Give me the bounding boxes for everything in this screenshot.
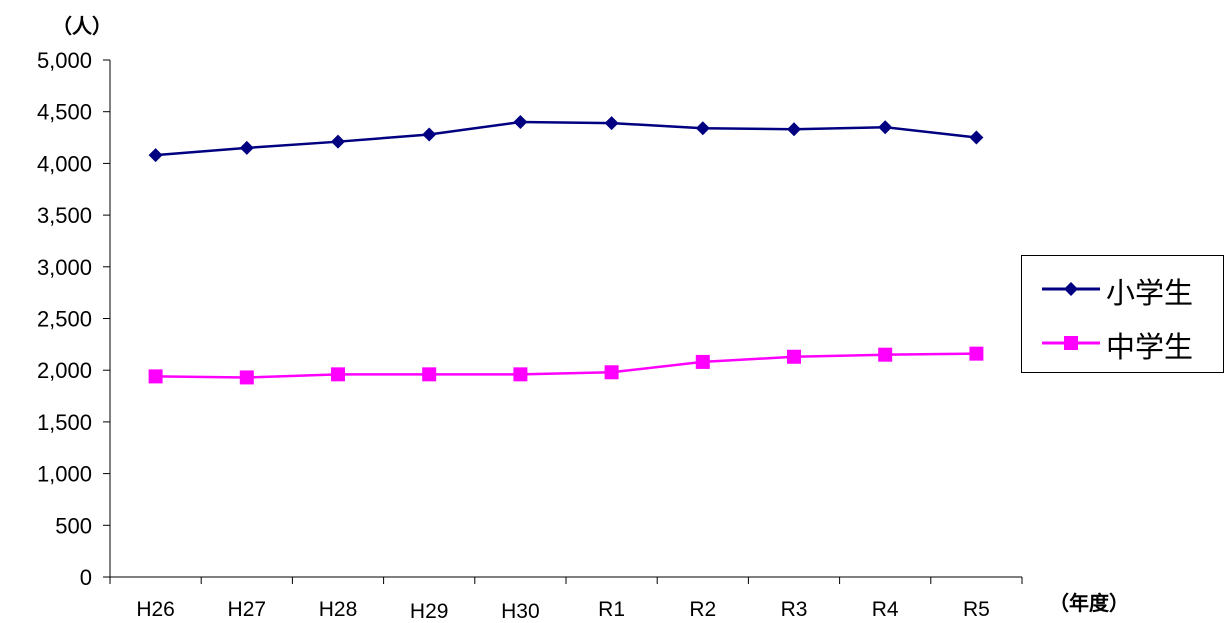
series-1 bbox=[148, 115, 984, 163]
y-tick-label: 3,500 bbox=[37, 203, 92, 228]
data-point bbox=[878, 347, 893, 362]
x-tick-label: H26 bbox=[136, 598, 175, 621]
data-point bbox=[787, 349, 801, 364]
legend-label-series-2: 中学生 bbox=[1106, 330, 1194, 364]
y-tick-label: 1,000 bbox=[37, 462, 92, 487]
data-point bbox=[422, 367, 437, 382]
x-axis-unit-label: （年度） bbox=[1049, 591, 1129, 615]
y-tick-label: 4,500 bbox=[37, 100, 92, 125]
data-point bbox=[787, 122, 801, 137]
data-point bbox=[513, 115, 528, 130]
legend-item-series-1: 小学生 bbox=[1022, 268, 1222, 310]
data-point bbox=[331, 134, 345, 149]
y-tick-label: 3,000 bbox=[37, 255, 92, 280]
x-tick-label: H30 bbox=[501, 600, 540, 623]
data-point bbox=[239, 370, 254, 385]
legend-diamond-marker bbox=[1042, 282, 1100, 296]
legend: 小学生 中学生 bbox=[1021, 255, 1224, 373]
x-tick-label: H28 bbox=[319, 598, 358, 621]
legend-item-series-2: 中学生 bbox=[1022, 322, 1222, 364]
x-tick-label: R5 bbox=[963, 598, 990, 621]
data-point bbox=[604, 116, 619, 131]
x-tick-label: R1 bbox=[598, 598, 625, 621]
x-tick-label: H29 bbox=[410, 600, 449, 623]
x-tick-label: R4 bbox=[872, 598, 899, 621]
legend-square-marker bbox=[1042, 336, 1100, 350]
data-point bbox=[695, 354, 710, 369]
y-tick-label: 0 bbox=[80, 565, 92, 590]
x-axis-ticks: H26 H27 H28 H29 H30 R1 R2 R3 R4 R5 bbox=[109, 577, 1023, 623]
y-tick-label: 5,000 bbox=[37, 48, 92, 73]
y-tick-label: 4,000 bbox=[37, 151, 92, 176]
x-tick-label: R2 bbox=[689, 598, 716, 621]
y-tick-label: 500 bbox=[55, 513, 92, 538]
y-axis-unit-label: （人） bbox=[52, 14, 112, 38]
series-line bbox=[155, 120, 977, 157]
y-tick-label: 1,500 bbox=[37, 410, 92, 435]
data-point bbox=[969, 130, 984, 145]
data-point bbox=[422, 127, 437, 142]
series-2 bbox=[148, 346, 984, 385]
data-point bbox=[604, 365, 619, 380]
legend-label-series-1: 小学生 bbox=[1106, 276, 1194, 310]
axes bbox=[109, 60, 1022, 578]
data-point bbox=[148, 369, 163, 384]
data-point bbox=[969, 346, 984, 361]
x-tick-label: H27 bbox=[228, 598, 267, 621]
y-tick-label: 2,000 bbox=[37, 358, 92, 383]
data-point bbox=[695, 121, 710, 136]
x-tick-label: R3 bbox=[781, 598, 808, 621]
y-axis-ticks: 0 500 1,000 1,500 2,000 2,500 3,000 3,500 4,000 4… bbox=[37, 48, 110, 590]
y-tick-label: 2,500 bbox=[37, 307, 92, 332]
data-point bbox=[331, 367, 345, 382]
data-point bbox=[239, 140, 254, 155]
series-layer bbox=[148, 115, 984, 385]
data-point bbox=[513, 367, 528, 382]
data-point bbox=[878, 120, 893, 135]
series-line bbox=[155, 352, 977, 379]
data-point bbox=[148, 148, 163, 163]
